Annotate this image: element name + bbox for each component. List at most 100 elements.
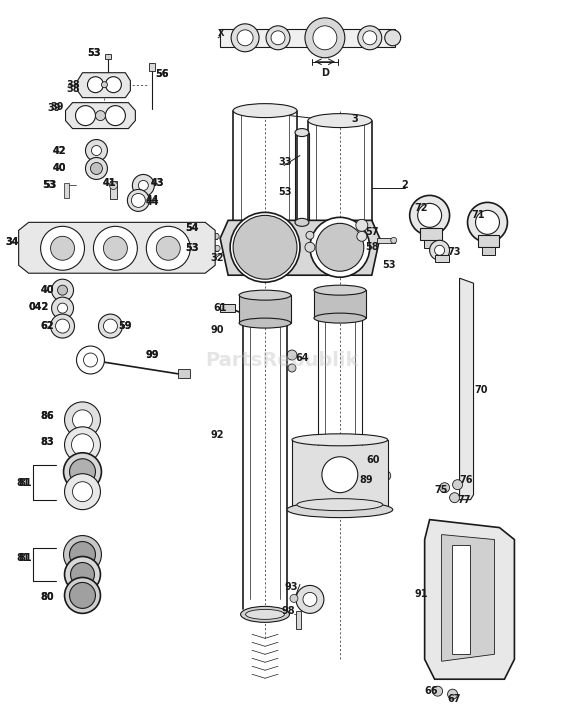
- Circle shape: [72, 434, 93, 456]
- Text: 39: 39: [51, 102, 64, 112]
- Text: 32: 32: [210, 253, 224, 263]
- Circle shape: [69, 583, 96, 609]
- Circle shape: [65, 578, 100, 614]
- Circle shape: [385, 30, 401, 45]
- Text: 75: 75: [435, 485, 448, 495]
- Circle shape: [316, 224, 364, 271]
- Circle shape: [214, 245, 220, 252]
- Circle shape: [73, 410, 92, 430]
- Circle shape: [467, 203, 507, 242]
- Text: 86: 86: [41, 411, 54, 421]
- Circle shape: [356, 219, 368, 231]
- Bar: [314, 290, 366, 318]
- Text: 53: 53: [87, 48, 101, 58]
- Text: 89: 89: [360, 474, 373, 485]
- Text: 41: 41: [102, 178, 116, 188]
- Circle shape: [75, 106, 96, 125]
- Circle shape: [146, 226, 190, 270]
- Text: 83: 83: [41, 437, 54, 447]
- Text: 81: 81: [17, 552, 30, 562]
- Text: 34: 34: [6, 237, 19, 247]
- Text: 73: 73: [448, 247, 461, 257]
- Circle shape: [303, 593, 317, 606]
- Circle shape: [290, 594, 298, 603]
- Circle shape: [65, 557, 100, 593]
- Text: 59: 59: [118, 321, 132, 331]
- Ellipse shape: [233, 104, 297, 118]
- Text: 62: 62: [41, 321, 54, 331]
- Text: 43: 43: [150, 178, 164, 188]
- Text: 40: 40: [52, 164, 66, 174]
- Circle shape: [91, 162, 102, 174]
- Ellipse shape: [308, 114, 372, 128]
- Text: 66: 66: [425, 686, 438, 696]
- Polygon shape: [425, 520, 515, 679]
- Circle shape: [288, 364, 296, 372]
- Text: 81: 81: [19, 478, 32, 487]
- Bar: [64, 183, 69, 198]
- Circle shape: [51, 236, 74, 260]
- Circle shape: [306, 231, 314, 239]
- Circle shape: [131, 193, 145, 208]
- Circle shape: [322, 457, 358, 492]
- Bar: [239, 295, 291, 323]
- Circle shape: [104, 236, 127, 260]
- Circle shape: [410, 195, 450, 235]
- Circle shape: [65, 402, 100, 438]
- Text: PartsRepublik: PartsRepublik: [205, 350, 359, 369]
- Text: 80: 80: [41, 593, 54, 603]
- Text: 77: 77: [458, 495, 471, 505]
- Circle shape: [440, 482, 450, 492]
- Ellipse shape: [239, 318, 291, 328]
- Text: 43: 43: [150, 178, 164, 188]
- Circle shape: [310, 217, 370, 277]
- Polygon shape: [300, 242, 310, 255]
- Text: 76: 76: [459, 474, 473, 485]
- Circle shape: [109, 182, 118, 190]
- Circle shape: [52, 279, 74, 301]
- Text: 53: 53: [43, 180, 57, 190]
- Polygon shape: [220, 221, 380, 275]
- Text: 99: 99: [145, 350, 159, 360]
- Circle shape: [266, 26, 290, 50]
- Text: 86: 86: [41, 411, 54, 421]
- Text: 33: 33: [278, 157, 292, 167]
- Circle shape: [96, 110, 105, 120]
- Bar: [149, 63, 155, 71]
- Text: 042: 042: [29, 302, 49, 312]
- Circle shape: [65, 474, 100, 510]
- Circle shape: [435, 245, 445, 255]
- Circle shape: [296, 585, 324, 614]
- Polygon shape: [65, 102, 135, 128]
- Text: 42: 42: [52, 146, 66, 156]
- Text: 99: 99: [145, 350, 159, 360]
- Text: 91: 91: [415, 590, 428, 599]
- Circle shape: [213, 234, 219, 239]
- Text: 34: 34: [6, 237, 19, 247]
- Circle shape: [363, 31, 377, 45]
- Text: 53: 53: [87, 48, 101, 58]
- Ellipse shape: [297, 499, 383, 510]
- Circle shape: [233, 216, 297, 279]
- Ellipse shape: [239, 290, 291, 300]
- Text: 58: 58: [365, 242, 378, 252]
- Polygon shape: [458, 278, 473, 500]
- Circle shape: [230, 213, 300, 282]
- Circle shape: [132, 174, 154, 196]
- Circle shape: [73, 482, 92, 502]
- Ellipse shape: [295, 218, 309, 226]
- Text: 83: 83: [41, 437, 54, 447]
- Circle shape: [105, 106, 126, 125]
- Circle shape: [418, 203, 441, 227]
- Text: 40: 40: [41, 286, 54, 295]
- Text: 42: 42: [52, 146, 66, 156]
- Text: 53: 53: [278, 187, 292, 198]
- Circle shape: [391, 237, 397, 243]
- Text: 60: 60: [367, 455, 380, 465]
- Circle shape: [64, 536, 101, 573]
- Circle shape: [86, 157, 108, 180]
- Circle shape: [52, 297, 74, 319]
- Text: 80: 80: [41, 593, 54, 603]
- Ellipse shape: [240, 606, 289, 622]
- Circle shape: [453, 479, 463, 490]
